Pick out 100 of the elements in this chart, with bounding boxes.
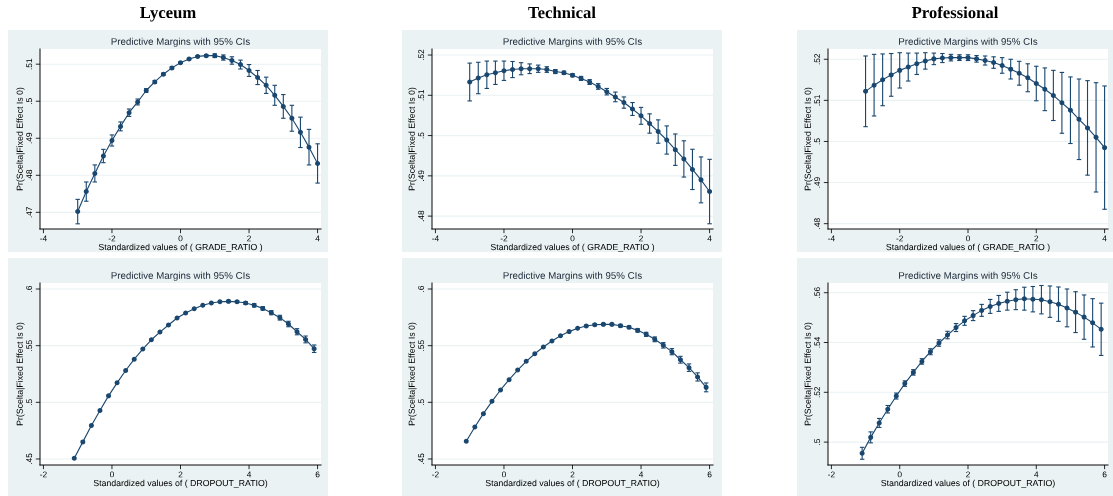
y-tick-label: .52 bbox=[814, 386, 821, 398]
x-tick-label: 4 bbox=[1102, 235, 1107, 242]
point bbox=[647, 120, 653, 126]
point bbox=[166, 322, 172, 328]
x-tick-label: -2 bbox=[40, 471, 47, 478]
point bbox=[123, 367, 129, 373]
x-tick-label: 2 bbox=[1034, 235, 1039, 242]
point bbox=[83, 189, 89, 195]
point bbox=[1055, 301, 1061, 307]
point bbox=[558, 333, 564, 339]
point bbox=[707, 189, 713, 195]
point bbox=[540, 344, 546, 350]
chart-title: Professional bbox=[911, 6, 999, 19]
point bbox=[297, 129, 303, 135]
point bbox=[114, 380, 120, 386]
y-axis-title: Pr(Scelta|Fixed Effect Is 0) bbox=[408, 322, 417, 426]
point bbox=[979, 307, 985, 313]
point bbox=[880, 77, 886, 83]
x-axis-title: Standardized values of ( DROPOUT_RATIO) bbox=[93, 479, 268, 488]
chart-subtitle: Predictive Margins with 95% CIs bbox=[899, 37, 1038, 47]
point bbox=[868, 434, 874, 440]
point bbox=[280, 103, 286, 109]
point bbox=[1064, 305, 1070, 311]
point bbox=[871, 82, 877, 88]
y-tick-label: .51 bbox=[418, 89, 425, 101]
chart-title: Predictive Margins with 95% CIs bbox=[111, 271, 250, 281]
point bbox=[472, 424, 478, 430]
y-tick-label: .52 bbox=[418, 49, 425, 61]
x-axis-title: Standardized values of ( DROPOUT_RATIO) bbox=[485, 479, 660, 488]
point bbox=[1025, 75, 1031, 81]
point bbox=[1085, 125, 1091, 131]
x-tick-label: 0 bbox=[966, 235, 970, 242]
point bbox=[1004, 298, 1010, 304]
point bbox=[672, 147, 678, 153]
y-tick-label: .5 bbox=[814, 438, 821, 445]
point bbox=[1067, 107, 1073, 113]
point bbox=[629, 106, 635, 112]
y-tick-label: .5 bbox=[26, 399, 33, 406]
y-tick-label: .52 bbox=[814, 53, 821, 65]
point bbox=[484, 72, 490, 78]
point bbox=[498, 387, 504, 393]
y-tick-label: .5 bbox=[814, 138, 821, 145]
chart-subtitle: Predictive Margins with 95% CIs bbox=[503, 37, 642, 47]
point bbox=[200, 302, 206, 308]
y-tick-label: .45 bbox=[26, 453, 33, 465]
point bbox=[566, 329, 572, 335]
y-axis-title: Pr(Scelta|Fixed Effect Is 0) bbox=[16, 322, 25, 426]
x-tick-label: 0 bbox=[178, 235, 183, 242]
x-tick-label: 6 bbox=[315, 471, 320, 478]
point bbox=[1090, 320, 1096, 326]
y-tick-label: .56 bbox=[814, 287, 821, 298]
point bbox=[71, 455, 77, 461]
point bbox=[1059, 100, 1065, 106]
point bbox=[1021, 296, 1027, 302]
x-tick-label: -2 bbox=[108, 235, 116, 242]
point bbox=[1033, 81, 1039, 87]
point bbox=[315, 160, 321, 166]
y-axis-title: Pr(Scelta|Fixed Effect Is 0) bbox=[804, 87, 813, 191]
y-axis-title: Pr(Scelta|Fixed Effect Is 0) bbox=[408, 87, 417, 191]
chart-title: Technical bbox=[528, 6, 596, 19]
point bbox=[1013, 297, 1019, 303]
x-tick-label: -4 bbox=[828, 235, 835, 242]
point bbox=[1038, 297, 1044, 303]
point bbox=[1081, 314, 1087, 320]
point bbox=[681, 156, 687, 162]
x-tick-label: 4 bbox=[246, 471, 252, 478]
x-tick-label: 0 bbox=[570, 235, 575, 242]
chart-title: Predictive Margins with 95% CIs bbox=[503, 271, 642, 281]
point bbox=[999, 62, 1005, 68]
x-tick-label: 0 bbox=[109, 471, 114, 478]
point bbox=[80, 439, 86, 445]
point bbox=[88, 423, 94, 429]
y-axis-title: Pr(Scelta|Fixed Effect Is 0) bbox=[804, 322, 813, 426]
x-tick-label: 2 bbox=[639, 235, 643, 242]
point bbox=[1008, 66, 1014, 72]
point bbox=[246, 67, 252, 73]
x-axis-title: Standardized values of ( GRADE_RATIO ) bbox=[886, 243, 1050, 252]
y-tick-label: .48 bbox=[418, 210, 425, 222]
point bbox=[475, 75, 481, 81]
x-tick-label: -2 bbox=[500, 235, 508, 242]
point bbox=[489, 398, 495, 404]
point bbox=[148, 337, 154, 343]
point bbox=[1047, 299, 1053, 305]
point bbox=[905, 64, 911, 70]
point bbox=[1093, 134, 1099, 140]
y-tick-label: .54 bbox=[814, 336, 821, 348]
x-tick-label: 6 bbox=[1102, 471, 1107, 478]
x-axis-title: Standardized values of ( GRADE_RATIO ) bbox=[98, 243, 263, 252]
y-tick-label: .5 bbox=[26, 98, 33, 104]
x-tick-label: 2 bbox=[178, 471, 183, 478]
point bbox=[208, 300, 214, 306]
y-tick-label: .6 bbox=[418, 285, 425, 292]
point bbox=[1030, 296, 1036, 302]
point bbox=[106, 393, 112, 399]
point bbox=[1076, 116, 1082, 122]
y-tick-label: .48 bbox=[26, 169, 33, 181]
chart-title: Lyceum bbox=[140, 7, 196, 22]
point bbox=[638, 113, 644, 119]
point bbox=[698, 177, 704, 183]
y-tick-label: .55 bbox=[418, 340, 425, 351]
